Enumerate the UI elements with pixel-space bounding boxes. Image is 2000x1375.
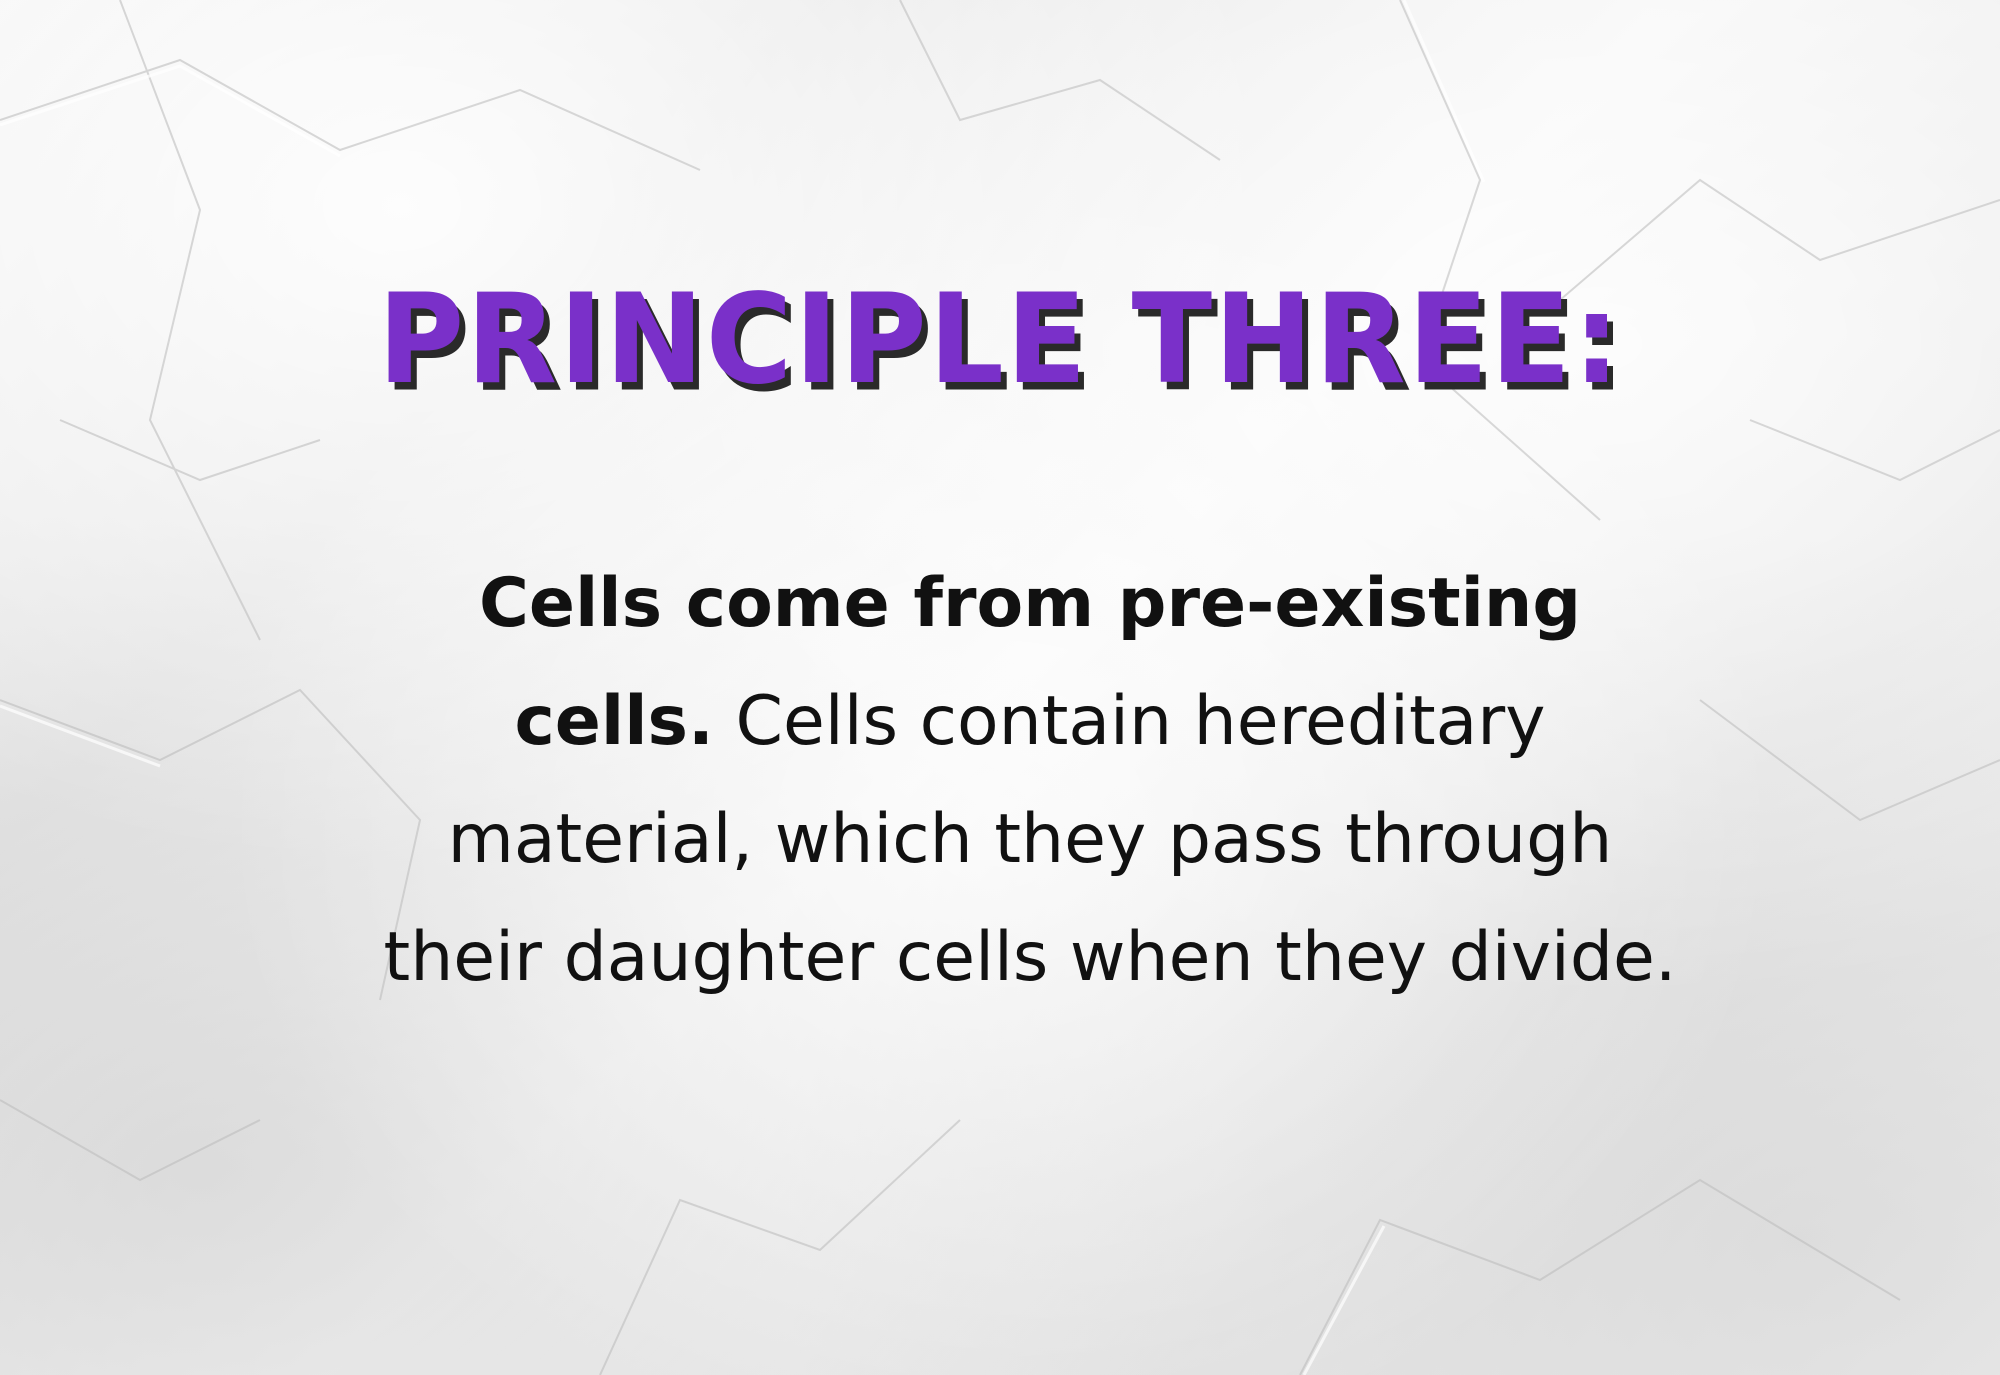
- lead-sentence: Cells come from pre-existing cells.: [478, 564, 1582, 761]
- slide-title: PRINCIPLE THREE:: [377, 266, 1623, 412]
- slide-body: Cells come from pre-existing cells. Cell…: [380, 545, 1680, 1017]
- body-sentence: Cells contain hereditary material, which…: [383, 682, 1677, 997]
